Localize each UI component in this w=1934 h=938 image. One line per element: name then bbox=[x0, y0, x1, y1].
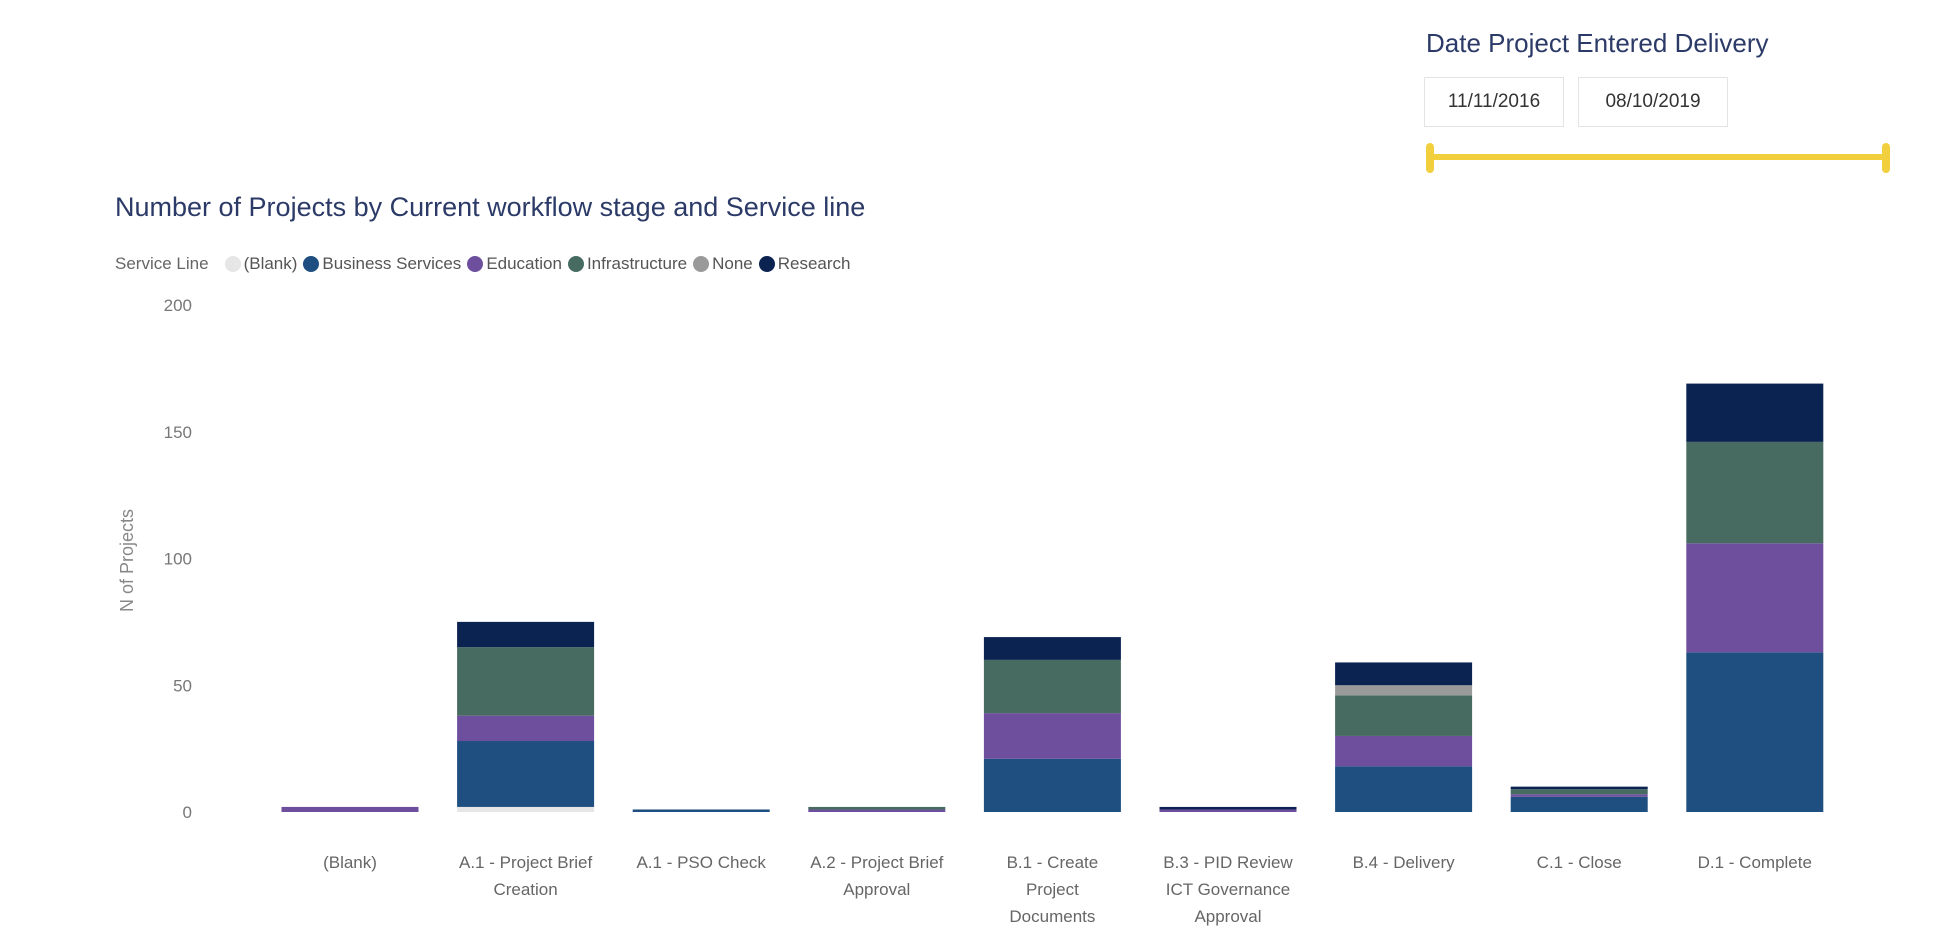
bar-segment[interactable] bbox=[1510, 786, 1648, 790]
legend-item[interactable]: Education bbox=[467, 254, 562, 274]
bar-segment[interactable] bbox=[1335, 695, 1473, 736]
legend-label: Infrastructure bbox=[586, 254, 688, 273]
end-date-input[interactable]: 08/10/2019 bbox=[1578, 77, 1728, 127]
x-tick-label-line: A.1 - Project Brief bbox=[459, 853, 592, 872]
x-tick-label-line: Approval bbox=[843, 880, 910, 899]
legend-swatch-icon bbox=[567, 256, 584, 272]
x-tick-label-line: ICT Governance bbox=[1166, 880, 1290, 899]
x-tick-label-line: D.1 - Complete bbox=[1698, 853, 1812, 872]
bar-segment[interactable] bbox=[808, 809, 946, 812]
legend-item[interactable]: (Blank) bbox=[224, 254, 298, 274]
bar-stack[interactable] bbox=[1335, 662, 1473, 812]
legend-label: Education bbox=[486, 254, 562, 273]
chart-title: Number of Projects by Current workflow s… bbox=[115, 192, 866, 222]
x-tick-label-line: A.1 - PSO Check bbox=[636, 853, 766, 872]
bar-segment[interactable] bbox=[1510, 794, 1648, 797]
x-tick-label-line: Documents bbox=[1009, 907, 1095, 926]
bar-segment[interactable] bbox=[808, 806, 946, 810]
bar-stack[interactable] bbox=[1159, 806, 1297, 812]
bar-segment[interactable] bbox=[457, 647, 595, 716]
legend-swatch-icon bbox=[467, 256, 484, 272]
y-tick-label: 0 bbox=[183, 803, 192, 822]
legend-item[interactable]: None bbox=[693, 254, 753, 274]
legend-item[interactable]: Infrastructure bbox=[567, 254, 688, 274]
bar-segment[interactable] bbox=[632, 809, 770, 812]
legend-label: Business Services bbox=[322, 254, 462, 273]
bar-segment[interactable] bbox=[1686, 441, 1824, 544]
bar-segment[interactable] bbox=[457, 715, 595, 742]
x-tick-label: B.3 - PID Review ICT Governance Approval bbox=[1163, 853, 1293, 926]
date-slider-start-handle[interactable] bbox=[1426, 143, 1434, 173]
x-tick-label-line: B.1 - Create bbox=[1007, 853, 1099, 872]
date-range-slicer: Date Project Entered Delivery 11/11/2016… bbox=[1420, 20, 1920, 180]
bar-segment[interactable] bbox=[457, 621, 595, 648]
bar-segment[interactable] bbox=[1686, 543, 1824, 653]
y-tick-label: 200 bbox=[164, 296, 192, 315]
x-tick-label-line: Creation bbox=[493, 880, 557, 899]
x-tick-label-line: A.2 - Project Brief bbox=[810, 853, 943, 872]
legend-swatch-icon bbox=[693, 256, 710, 272]
bar-stack[interactable] bbox=[632, 809, 770, 812]
bar-segment[interactable] bbox=[983, 659, 1121, 714]
bar-segment[interactable] bbox=[1510, 796, 1648, 812]
legend-item[interactable]: Business Services bbox=[303, 254, 461, 274]
bar-stack[interactable] bbox=[1686, 383, 1824, 812]
legend-swatch-icon bbox=[303, 256, 320, 272]
x-tick-label-line: (Blank) bbox=[323, 853, 377, 872]
legend-item[interactable]: Research bbox=[758, 254, 851, 274]
bar-segment[interactable] bbox=[457, 806, 595, 812]
x-tick-label: (Blank) bbox=[323, 853, 377, 872]
bar-stack[interactable] bbox=[281, 806, 419, 812]
bar-segment[interactable] bbox=[983, 713, 1121, 759]
y-axis-title: N of Projects bbox=[117, 509, 137, 612]
bar-segment[interactable] bbox=[1159, 806, 1297, 810]
bar-segment[interactable] bbox=[281, 806, 419, 812]
y-tick-label: 50 bbox=[173, 676, 192, 695]
bar-segment[interactable] bbox=[1335, 735, 1473, 767]
date-slider-end-handle[interactable] bbox=[1882, 143, 1890, 173]
y-tick-label: 100 bbox=[164, 550, 192, 569]
x-tick-label: A.1 - PSO Check bbox=[636, 853, 766, 872]
bar-stack[interactable] bbox=[457, 621, 595, 812]
y-tick-label: 150 bbox=[164, 423, 192, 442]
legend-label: Research bbox=[777, 254, 851, 273]
bar-segment[interactable] bbox=[983, 758, 1121, 812]
x-tick-label: D.1 - Complete bbox=[1698, 853, 1812, 872]
x-tick-label: A.1 - Project Brief Creation bbox=[459, 853, 592, 899]
start-date-input[interactable]: 11/11/2016 bbox=[1424, 77, 1564, 127]
x-tick-label-line: Project bbox=[1026, 880, 1079, 899]
x-tick-label-line: C.1 - Close bbox=[1537, 853, 1622, 872]
bar-segment[interactable] bbox=[1335, 766, 1473, 812]
legend-swatch-icon bbox=[758, 256, 775, 272]
slicer-title: Date Project Entered Delivery bbox=[1426, 28, 1769, 58]
bar-stack[interactable] bbox=[1510, 786, 1648, 812]
x-tick-label: B.1 - Create Project Documents bbox=[1007, 853, 1099, 926]
bar-segment[interactable] bbox=[1686, 652, 1824, 812]
bar-segment[interactable] bbox=[1335, 662, 1473, 686]
legend-title: Service Line bbox=[115, 254, 209, 273]
chart-legend: Service Line (Blank) Business Services Edu… bbox=[115, 254, 857, 274]
bar-segment[interactable] bbox=[1510, 789, 1648, 795]
bar-segment[interactable] bbox=[1686, 383, 1824, 442]
x-tick-label: C.1 - Close bbox=[1537, 853, 1622, 872]
x-tick-label: B.4 - Delivery bbox=[1353, 853, 1456, 872]
bar-segment[interactable] bbox=[983, 637, 1121, 660]
x-tick-label-line: B.3 - PID Review bbox=[1163, 853, 1293, 872]
bar-stack[interactable] bbox=[808, 806, 946, 812]
x-tick-label: A.2 - Project Brief Approval bbox=[810, 853, 943, 899]
legend-label: None bbox=[712, 254, 753, 273]
bar-stack[interactable] bbox=[983, 637, 1121, 812]
x-tick-label-line: B.4 - Delivery bbox=[1353, 853, 1456, 872]
date-slider-track[interactable] bbox=[1430, 154, 1886, 160]
bar-segment[interactable] bbox=[1159, 809, 1297, 812]
bar-segment[interactable] bbox=[457, 741, 595, 807]
legend-swatch-icon bbox=[224, 256, 241, 272]
bar-segment[interactable] bbox=[1335, 685, 1473, 696]
legend-label: (Blank) bbox=[243, 254, 298, 273]
x-tick-label-line: Approval bbox=[1194, 907, 1261, 926]
